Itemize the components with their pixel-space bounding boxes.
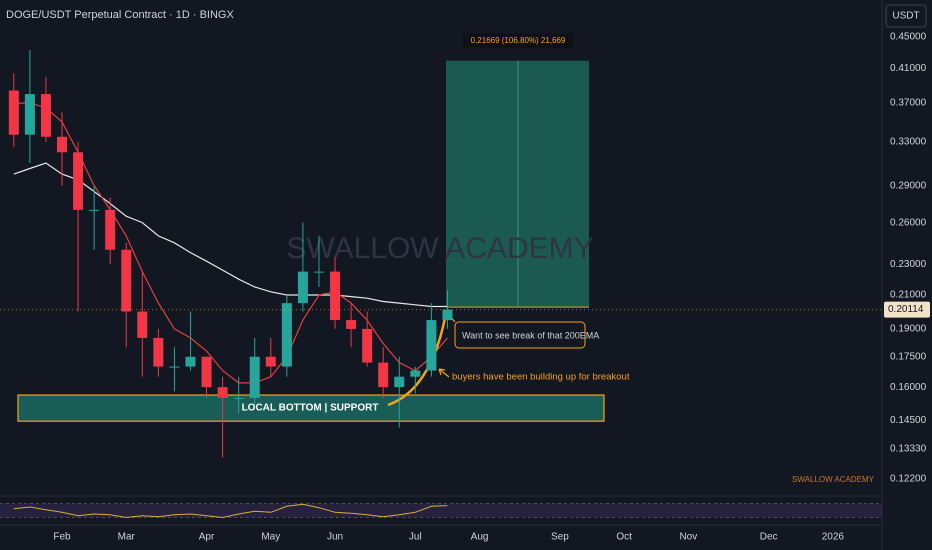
- position-target: [446, 60, 589, 308]
- support-label: LOCAL BOTTOM | SUPPORT: [242, 403, 379, 414]
- candle-body: [24, 94, 35, 135]
- support-zone: [17, 394, 605, 422]
- candle-body: [40, 94, 51, 137]
- y-tick-label: 0.26000: [890, 217, 927, 228]
- annotation-text: Want to see break of that 200EMA: [462, 330, 599, 340]
- candle-body: [169, 366, 180, 368]
- x-tick-label: Sep: [551, 532, 569, 543]
- x-tick-label: Apr: [199, 532, 215, 543]
- rsi-band: [0, 503, 882, 518]
- candle-body: [297, 271, 308, 304]
- last-price-label: 0.20114: [888, 304, 924, 315]
- y-tick-label: 0.12200: [890, 474, 927, 485]
- y-tick-label: 0.37000: [890, 98, 927, 109]
- candle-body: [73, 152, 84, 210]
- candle-body: [362, 328, 373, 363]
- x-tick-label: Oct: [616, 532, 632, 543]
- candle-body: [153, 337, 164, 367]
- y-tick-label: 0.14500: [890, 415, 927, 426]
- candle-body: [217, 387, 228, 398]
- curve-arrow: [387, 317, 447, 407]
- x-tick-label: May: [261, 532, 280, 543]
- candle-body: [410, 370, 421, 377]
- watermark: SWALLOW ACADEMY: [286, 232, 593, 265]
- candle-body: [330, 271, 341, 321]
- candle-body: [265, 356, 276, 367]
- y-tick-label: 0.21000: [890, 290, 927, 301]
- signature: SWALLOW ACADEMY: [792, 475, 875, 484]
- y-tick-label: 0.23000: [890, 259, 927, 270]
- candle-body: [8, 90, 19, 135]
- currency-label[interactable]: USDT: [892, 11, 919, 22]
- candle-body: [185, 356, 196, 367]
- x-tick-label: Feb: [53, 532, 71, 543]
- candle-body: [313, 271, 324, 273]
- y-tick-label: 0.13330: [890, 444, 927, 455]
- position-label-box: [463, 33, 573, 48]
- indicator-line: [13, 162, 448, 308]
- annotation-arrow: [438, 368, 450, 378]
- candle-body: [233, 397, 244, 399]
- y-tick-label: 0.17500: [890, 351, 927, 362]
- y-tick-label: 0.33000: [890, 136, 927, 147]
- rsi-line: [13, 503, 448, 519]
- candle-body: [105, 209, 116, 250]
- y-tick-label: 0.41000: [890, 63, 927, 74]
- x-tick-label: Jul: [409, 532, 422, 543]
- annotation-box: [454, 321, 586, 349]
- candle-body: [137, 311, 148, 338]
- candle-body: [57, 136, 68, 153]
- currency-button[interactable]: [885, 4, 927, 28]
- x-tick-label: Nov: [679, 532, 697, 543]
- y-tick-label: 0.29000: [890, 180, 927, 191]
- annotation-text: buyers have been building up for breakou…: [452, 372, 630, 383]
- candle-body: [426, 320, 437, 371]
- candle-body: [394, 376, 405, 388]
- x-tick-label: Mar: [118, 532, 136, 543]
- x-tick-label: Aug: [471, 532, 489, 543]
- candle-body: [89, 209, 100, 211]
- candle-body: [249, 356, 260, 398]
- y-tick-label: 0.19000: [890, 324, 927, 335]
- background-layer: [13, 33, 605, 422]
- candle-body: [378, 362, 389, 388]
- position-label: 0.21669 (106.80%) 21,669: [471, 36, 566, 45]
- y-tick-label: 0.45000: [890, 31, 927, 42]
- x-tick-label: 2026: [822, 532, 845, 543]
- candle-body: [121, 249, 132, 312]
- y-tick-label: 0.16000: [890, 382, 927, 393]
- x-tick-label: Jun: [327, 532, 343, 543]
- candle-body: [281, 303, 292, 367]
- candle-body: [346, 320, 357, 329]
- chart-title: DOGE/USDT Perpetual Contract · 1D · BING…: [6, 9, 234, 21]
- x-tick-label: Dec: [760, 532, 778, 543]
- candle-body: [201, 356, 212, 388]
- last-price-box: [884, 301, 930, 318]
- candle-body: [442, 309, 453, 321]
- indicator-line: [13, 102, 448, 384]
